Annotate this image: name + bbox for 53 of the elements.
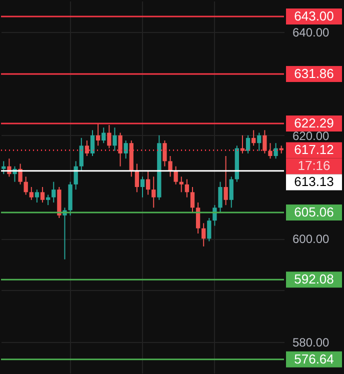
ref-line-label: 622.29 <box>294 116 334 130</box>
candlestick <box>257 132 262 152</box>
ref-line-label: 631.86 <box>294 66 334 82</box>
text: 17:16 <box>298 158 330 174</box>
candlestick <box>124 140 128 160</box>
candlestick <box>29 186 34 200</box>
candlestick <box>2 160 6 175</box>
candlestick <box>79 137 84 172</box>
ref-line-label: 592.08 <box>294 272 334 287</box>
candlestick <box>102 127 106 144</box>
candlestick <box>212 204 217 226</box>
candlestick <box>202 222 206 247</box>
candlestick <box>190 186 195 214</box>
candlestick <box>196 202 200 234</box>
candlestick <box>34 189 40 203</box>
candlestick <box>96 122 100 146</box>
y-tick-label: 640.00 <box>292 26 330 40</box>
candlestick <box>207 218 212 242</box>
candlestick <box>246 134 250 154</box>
candlestick <box>274 142 278 160</box>
ref-line-label: 617.12 <box>294 142 334 158</box>
candlestick <box>90 130 95 156</box>
candlestick <box>52 181 56 203</box>
candlestick <box>224 156 228 206</box>
candlestick <box>162 140 167 167</box>
ref-line-label: 613.13 <box>294 174 334 190</box>
candlestick <box>40 186 45 203</box>
candlestick <box>184 178 190 198</box>
candlestick <box>229 176 234 208</box>
ref-line-label: 605.06 <box>294 204 334 220</box>
candlestick <box>218 181 222 214</box>
candlestick <box>268 142 272 160</box>
candlestick <box>112 127 117 152</box>
candlestick <box>152 176 156 208</box>
candlestick <box>18 163 22 185</box>
candlestick <box>107 124 112 149</box>
candlestick <box>134 163 140 193</box>
candlestick <box>24 176 28 196</box>
candlestick <box>146 171 150 196</box>
candlestick <box>118 132 122 167</box>
candlestick <box>84 140 90 156</box>
candlestick <box>46 194 50 206</box>
candlestick <box>168 156 172 178</box>
ref-line-label: 643.00 <box>294 8 334 24</box>
y-tick-label: 600.00 <box>292 232 330 246</box>
ref-line-label: 576.64 <box>294 351 334 366</box>
candlestick <box>262 130 267 154</box>
candlestick <box>174 166 178 185</box>
y-tick-label: 580.00 <box>292 336 330 350</box>
candlestick <box>252 130 256 146</box>
y-tick-label: 620.00 <box>292 128 330 143</box>
candlestick <box>179 176 184 193</box>
candlestick <box>140 176 145 198</box>
